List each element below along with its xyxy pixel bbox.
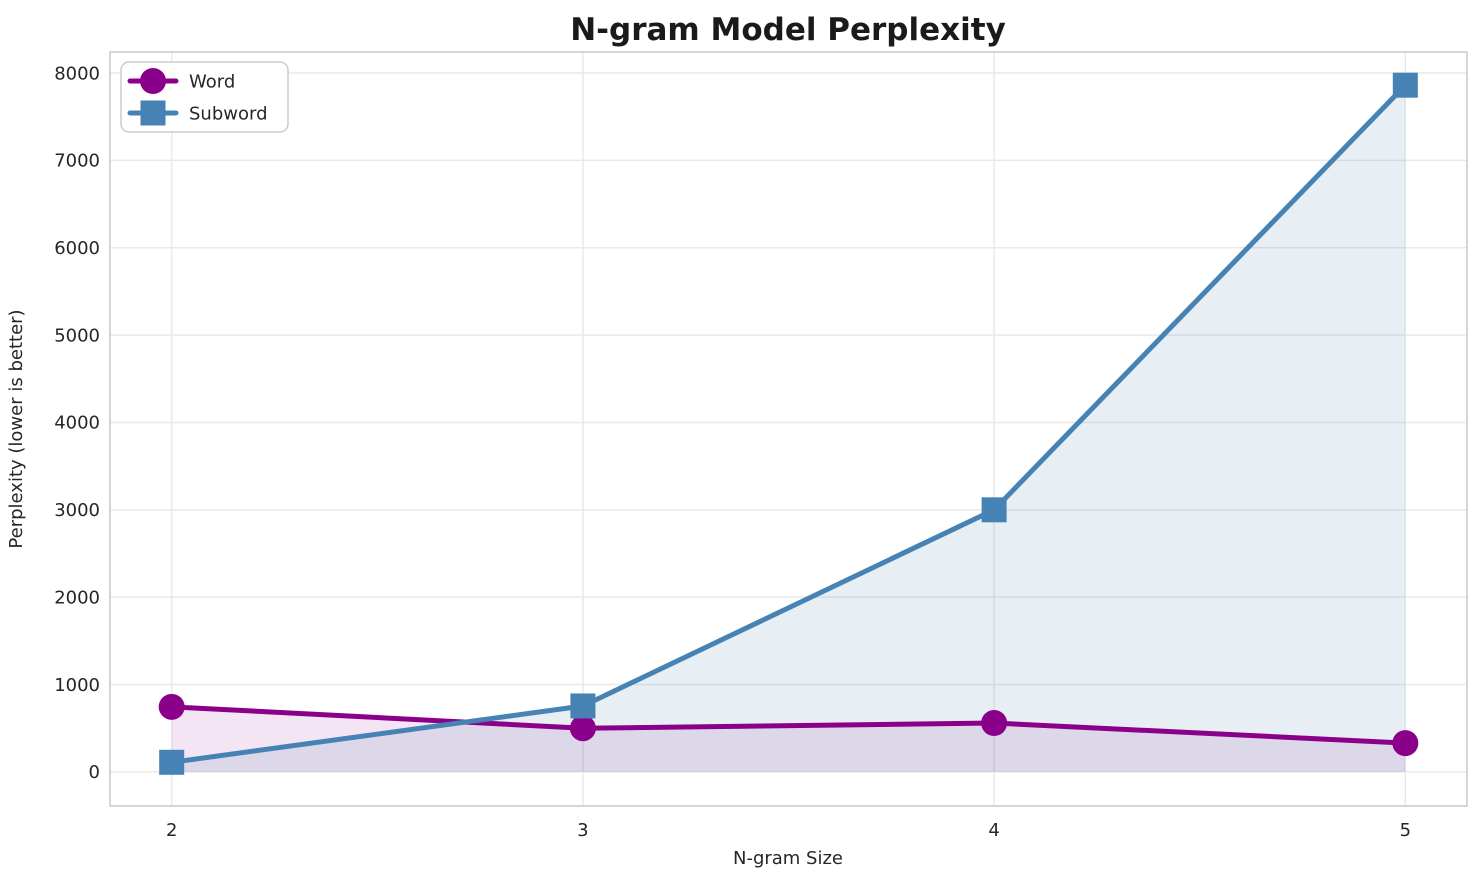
series-layer [158, 72, 1419, 775]
y-tick-label-6000: 6000 [54, 238, 100, 259]
subword-marker-x2 [159, 749, 185, 775]
tick-label-layer: 0 1000 2000 3000 4000 5000 6000 7000 8000 2 3 4 5 [54, 63, 1411, 841]
word-marker-x3 [569, 715, 596, 742]
plot-border [109, 51, 1468, 807]
legend: Word Subword [120, 61, 289, 133]
y-tick-label-4000: 4000 [54, 413, 100, 434]
y-tick-label-7000: 7000 [54, 151, 100, 172]
word-line [169, 704, 1408, 746]
subword-marker-x3 [570, 693, 596, 719]
y-tick-label-0: 0 [89, 762, 100, 783]
y-tick-label-3000: 3000 [54, 500, 100, 521]
x-tick-label-3: 3 [577, 820, 588, 841]
y-axis-label: Perplexity (lower is better) [6, 309, 27, 548]
legend-label-subword: Subword [189, 103, 268, 124]
word-marker-x5 [1392, 730, 1419, 757]
legend-word-marker-sample [140, 68, 166, 94]
subword-area-fill [171, 85, 1406, 772]
x-tick-label-5: 5 [1400, 820, 1411, 841]
word-marker-x2 [158, 693, 185, 720]
y-tick-label-5000: 5000 [54, 325, 100, 346]
subword-marker-x5 [1392, 72, 1418, 98]
subword-marker-x4 [981, 497, 1007, 523]
x-axis-label: N-gram Size [733, 848, 843, 869]
area-fill-layer [171, 85, 1406, 772]
y-tick-label-1000: 1000 [54, 675, 100, 696]
word-marker-x4 [981, 709, 1008, 736]
x-tick-label-2: 2 [166, 820, 177, 841]
legend-label-word: Word [189, 71, 235, 92]
y-tick-label-8000: 8000 [54, 63, 100, 84]
y-tick-label-2000: 2000 [54, 587, 100, 608]
grid-layer [110, 52, 1467, 806]
chart-title: N-gram Model Perplexity [570, 12, 1006, 48]
subword-line [169, 82, 1408, 765]
legend-subword-marker-sample [140, 100, 166, 126]
x-tick-label-4: 4 [988, 820, 999, 841]
